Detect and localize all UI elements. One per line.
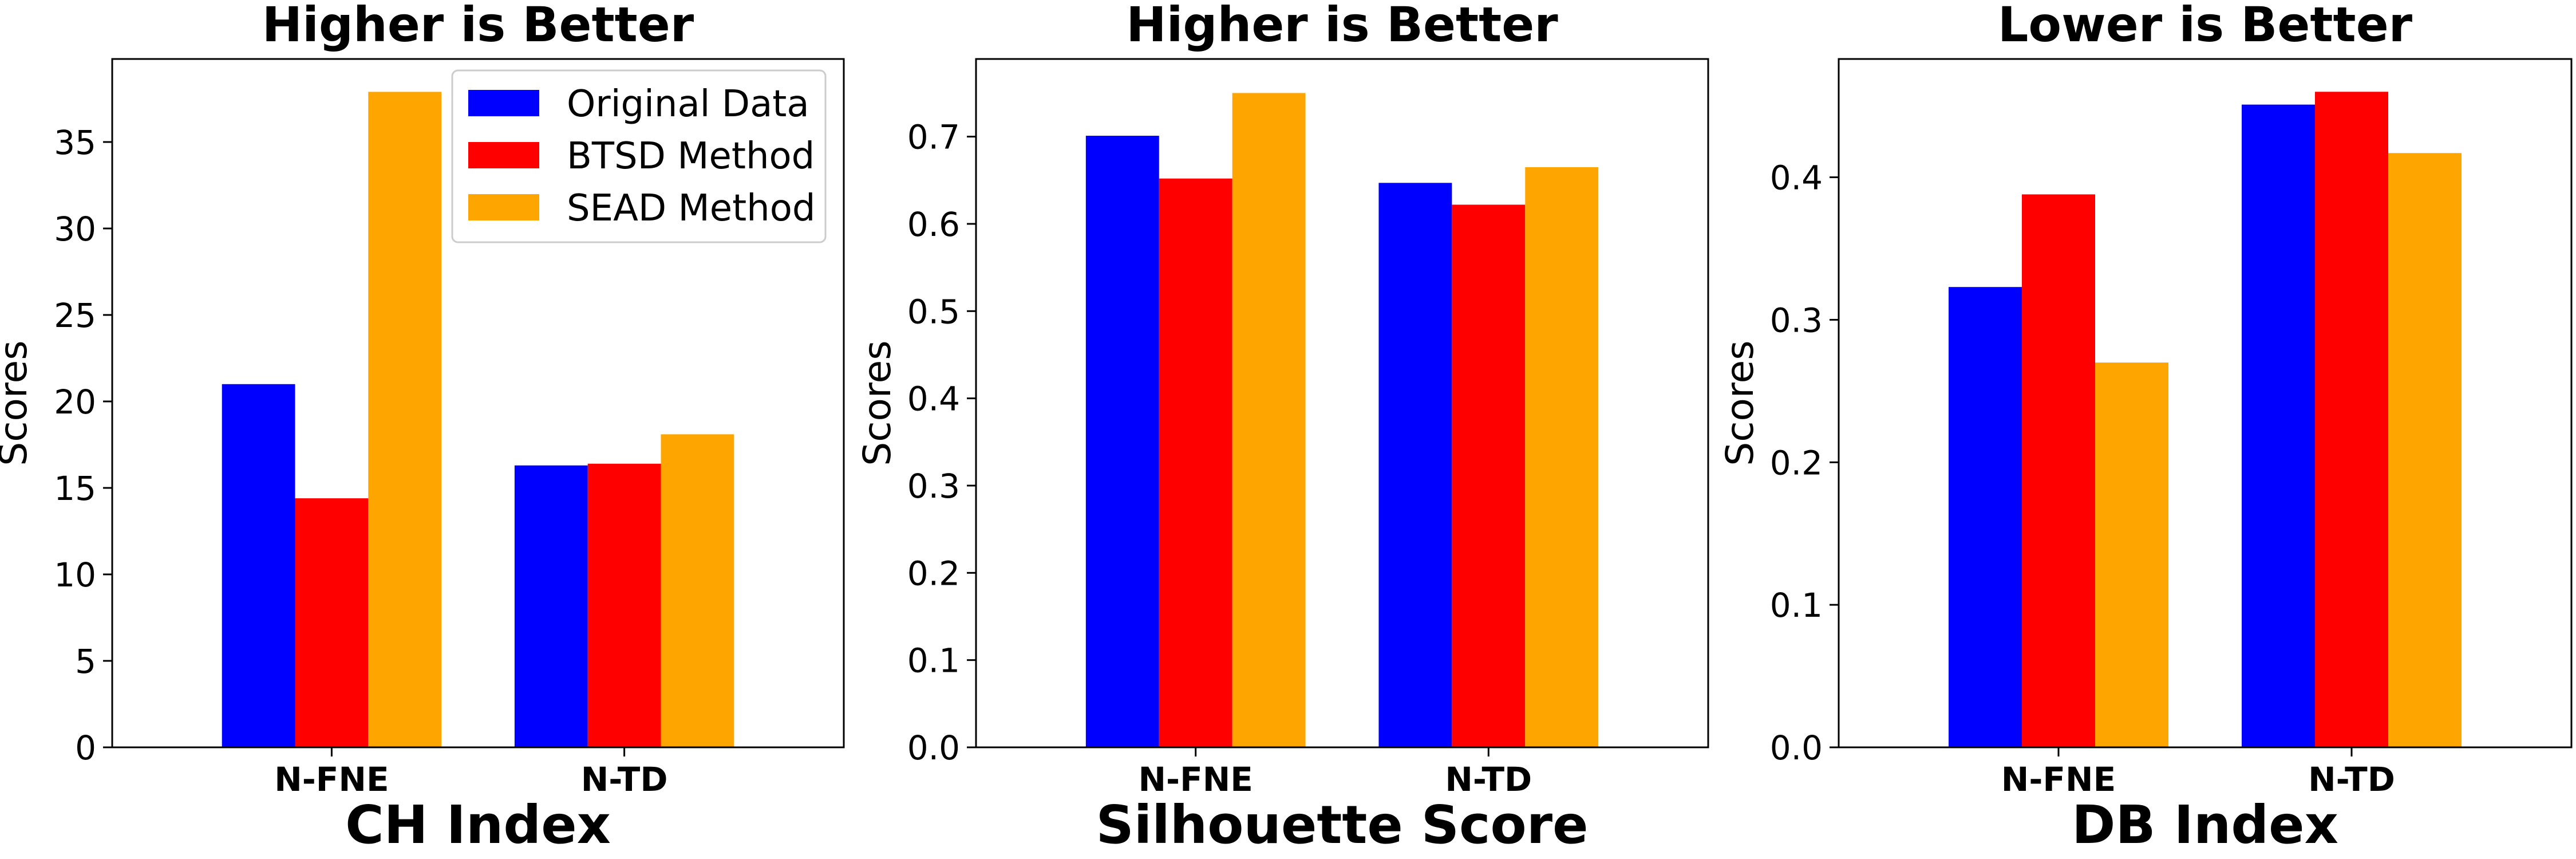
ch-index-ytick-label: 25: [54, 296, 96, 335]
silhouette-score-ytick-label: 0.5: [907, 292, 960, 331]
legend-label: BTSD Method: [567, 135, 815, 178]
legend-label: Original Data: [567, 83, 809, 125]
db-index-bar: [2095, 362, 2168, 747]
db-index-bar: [2242, 104, 2315, 747]
ch-index-bar: [222, 384, 295, 747]
silhouette-score-bar: [1232, 93, 1306, 747]
ch-index-bar: [661, 434, 734, 747]
db-index-bar: [2315, 92, 2388, 748]
db-index-bar: [1949, 287, 2022, 747]
silhouette-score-xtick-label: N-FNE: [1138, 760, 1253, 799]
silhouette-score-title: Higher is Better: [1126, 0, 1558, 53]
db-index-axes-frame: [1838, 58, 2573, 748]
ch-index-ytick-label: 35: [54, 123, 96, 162]
ch-index-ytick-label: 20: [54, 383, 96, 421]
silhouette-score-ytick-label: 0.6: [907, 205, 960, 244]
db-index-panel: Lower is Better DB Index Scores 0.0 0.1 0.…: [1718, 0, 2573, 856]
ch-index-xtick-label: N-TD: [581, 760, 668, 799]
ch-index-bar: [295, 498, 369, 747]
legend-swatch: [468, 142, 539, 168]
ch-index-ytick-label: 10: [54, 555, 96, 594]
ch-index-bar: [368, 92, 442, 747]
silhouette-score-bar: [1085, 136, 1159, 747]
ch-index-title: Higher is Better: [262, 0, 694, 53]
ch-index-xtick-label: N-FNE: [274, 760, 389, 799]
db-index-ytick-label: 0.3: [1770, 301, 1823, 340]
legend-swatch: [468, 90, 539, 116]
silhouette-score-bars: [1085, 93, 1599, 748]
ch-index-ytick-label: 0: [75, 728, 96, 767]
silhouette-score-ytick-label: 0.1: [907, 641, 960, 680]
silhouette-score-panel: Higher is Better Silhouette Score Scores…: [855, 0, 1709, 856]
silhouette-score-bar: [1525, 167, 1599, 747]
db-index-bar: [2022, 194, 2095, 747]
ch-index-ytick-label: 5: [75, 642, 96, 681]
ch-index-ytick-label: 30: [54, 210, 96, 249]
db-index-ytick-label: 0.4: [1770, 159, 1823, 198]
ch-index-bars: [222, 92, 734, 747]
db-index-ytick-label: 0.0: [1770, 728, 1823, 767]
db-index-ytick-label: 0.1: [1770, 586, 1823, 625]
db-index-bars: [1949, 92, 2462, 748]
legend: Original Data BTSD Method SEAD Method: [451, 69, 827, 243]
silhouette-score-ytick-label: 0.3: [907, 467, 960, 506]
ch-index-bar: [514, 465, 588, 747]
silhouette-score-ytick-label: 0.4: [907, 380, 960, 419]
db-index-xlabel: DB Index: [2072, 794, 2338, 856]
legend-swatch: [468, 194, 539, 220]
ch-index-axes-frame: [111, 58, 845, 748]
silhouette-score-bar: [1378, 183, 1452, 748]
db-index-xtick-label: N-TD: [2308, 760, 2395, 799]
db-index-bar: [2388, 153, 2462, 747]
silhouette-score-xtick-label: N-TD: [1445, 760, 1532, 799]
silhouette-score-ylabel: Scores: [855, 340, 899, 466]
silhouette-score-ytick-label: 0.0: [907, 728, 960, 767]
db-index-title: Lower is Better: [1998, 0, 2413, 53]
silhouette-score-bar: [1159, 178, 1232, 748]
silhouette-score-xlabel: Silhouette Score: [1096, 794, 1588, 856]
db-index-xtick-label: N-FNE: [2001, 760, 2116, 799]
silhouette-score-ytick-label: 0.7: [907, 118, 960, 157]
db-index-ylabel: Scores: [1718, 340, 1762, 466]
db-index-ytick-label: 0.2: [1770, 443, 1823, 482]
ch-index-ylabel: Scores: [0, 340, 35, 466]
ch-index-xlabel: CH Index: [345, 794, 611, 856]
ch-index-ytick-label: 15: [54, 469, 96, 508]
legend-label: SEAD Method: [567, 187, 816, 230]
ch-index-panel: Higher is Better CH Index Scores 0 5 10 15 2…: [0, 0, 845, 856]
ch-index-bar: [587, 463, 661, 747]
legend-box: [451, 69, 827, 243]
silhouette-score-ytick-label: 0.2: [907, 554, 960, 593]
silhouette-score-axes-frame: [975, 58, 1709, 748]
silhouette-score-bar: [1452, 204, 1526, 747]
